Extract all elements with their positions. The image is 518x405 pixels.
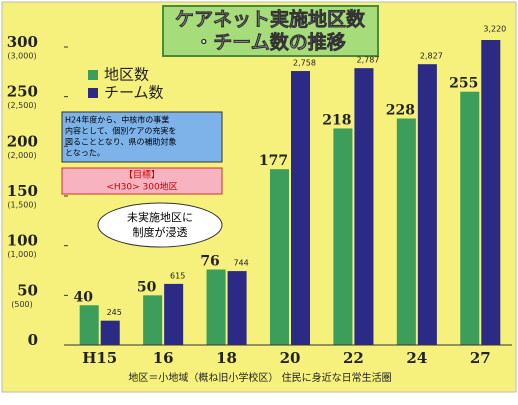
goal-box [61,167,223,195]
x-tick-label: 20 [280,349,301,367]
y-tick-label: 100 [7,232,38,250]
data-label: 2,787 [356,56,379,65]
x-tick-label: 22 [343,349,364,367]
bar [333,128,353,345]
y-tick-label: 200 [7,132,38,150]
annotation: <H30> 300地区 [106,181,177,193]
annotation: 未実施地区に [127,210,193,224]
bar [269,169,289,345]
annotation: H24年度から、中核市の事業 [65,115,169,125]
x-tick-label: 27 [470,349,491,367]
annotation: 内容として、個別ケアの充実を [65,126,176,136]
x-tick-label: 18 [216,349,237,367]
y2-tick-label: (3,000) [7,52,36,61]
data-label: 744 [233,259,248,268]
bar [143,295,163,345]
y2-tick-label: (1,000) [7,250,36,259]
data-label: 76 [200,254,219,270]
y2-tick-label: (2,500) [7,101,36,110]
bar [417,64,437,346]
cloud [97,202,223,248]
data-label: 2,758 [293,59,316,68]
data-label: 228 [386,103,415,119]
bar [206,269,226,345]
bar [354,68,374,346]
x-tick-label: H15 [82,349,117,367]
data-label: 255 [449,76,478,92]
annotation: 図ることとなり、県の補助対象 [65,137,176,147]
y-tick-label: 50 [17,281,38,299]
chart-title: ケアネット実施地区数 [175,8,366,31]
footer: 地区＝小地域（概ね旧小学校区） 住民に身近な日常生活圏 [128,371,391,384]
y2-tick-label: (2,000) [7,151,36,160]
annotation: 制度が浸透 [133,225,188,239]
x-tick-label: 16 [153,349,174,367]
y-tick-label: 150 [7,182,38,200]
y2-tick-label: (500) [11,300,33,309]
legend-swatch [88,88,98,98]
x-tick-label: 24 [406,349,427,367]
bar [460,91,480,345]
data-label: 245 [107,308,122,317]
annotation: 【目標】 [124,169,160,181]
annotation: となった。 [65,149,105,158]
bar [291,71,311,345]
bar [79,305,99,345]
chart-title: ・チーム数の推移 [194,31,345,54]
data-label: 50 [137,279,157,295]
y2-tick-label: (1,500) [7,201,36,210]
legend-label: チーム数 [104,84,164,102]
y-tick-label: 300 [7,33,38,51]
note-box [61,111,223,163]
legend-swatch [88,70,98,80]
title-box [162,5,379,57]
y-tick-label: 0 [28,331,38,349]
data-label: 2,827 [420,52,443,61]
data-label: 177 [259,153,288,169]
bar [100,320,120,345]
bar [164,283,184,345]
data-label: 3,220 [483,25,506,34]
bar [481,40,501,345]
data-label: 615 [170,271,185,280]
legend-label: 地区数 [104,66,149,84]
bar [396,118,416,346]
data-label: 218 [322,112,351,128]
data-label: 40 [73,289,93,305]
bar [227,271,247,345]
y-tick-label: 250 [7,83,38,101]
